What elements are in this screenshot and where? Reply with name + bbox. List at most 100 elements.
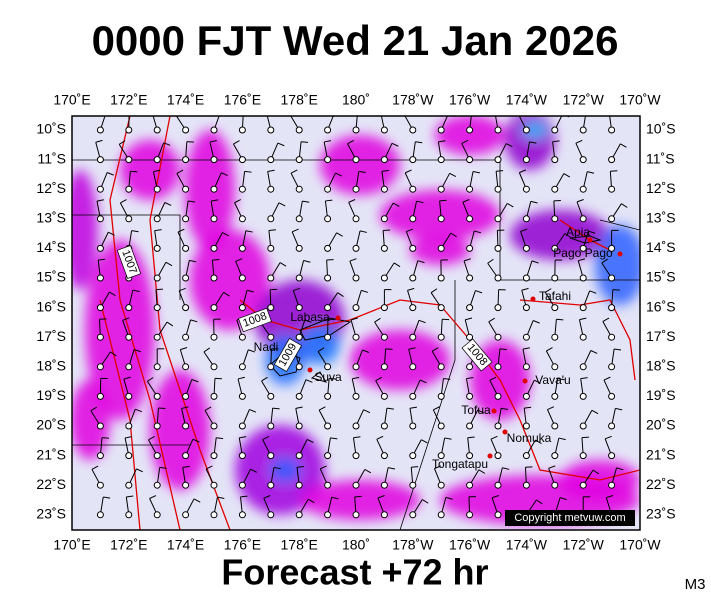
barb-flag bbox=[489, 376, 497, 381]
barb-flag bbox=[136, 468, 143, 473]
barb-flag bbox=[472, 171, 481, 174]
barb-flag bbox=[180, 347, 188, 351]
barb-station bbox=[96, 244, 104, 252]
rain-area bbox=[85, 240, 155, 420]
barb-flag bbox=[535, 439, 542, 444]
barb-station bbox=[238, 333, 246, 341]
place-marker bbox=[307, 367, 313, 373]
barb-flag bbox=[419, 379, 427, 384]
barb-station bbox=[324, 126, 332, 134]
barb-station bbox=[125, 481, 133, 489]
barb-flag bbox=[557, 378, 565, 381]
barb-flag bbox=[279, 262, 287, 267]
barb-station bbox=[153, 156, 161, 164]
barb-flag bbox=[404, 169, 412, 174]
barb-flag bbox=[602, 317, 610, 322]
lon-label-top: 174˚W bbox=[506, 92, 548, 108]
barb-flag bbox=[295, 406, 303, 409]
barb-flag bbox=[266, 111, 273, 113]
barb-flag bbox=[505, 143, 513, 148]
barb-station bbox=[466, 244, 474, 252]
barb-station bbox=[409, 452, 417, 460]
place-label: Apia bbox=[566, 225, 590, 239]
coastline bbox=[310, 371, 328, 383]
barb-station bbox=[579, 363, 587, 371]
barb-station bbox=[295, 304, 303, 312]
barb-station bbox=[324, 304, 332, 312]
forecast-label: Forecast +72 hr bbox=[221, 552, 488, 593]
barb-station bbox=[182, 481, 190, 489]
barb-flag bbox=[291, 228, 299, 233]
lon-label-bottom: 174˚E bbox=[167, 537, 204, 553]
barb-flag bbox=[216, 437, 224, 440]
barb-flag bbox=[579, 317, 587, 321]
barb-flag bbox=[331, 496, 339, 500]
barb-station bbox=[409, 481, 417, 489]
place-marker bbox=[335, 315, 341, 321]
barb-station bbox=[522, 452, 530, 460]
barb-flag bbox=[293, 287, 301, 292]
barb-flag bbox=[404, 111, 410, 114]
barb-flag bbox=[103, 496, 111, 499]
barb-station bbox=[466, 452, 474, 460]
lat-label-right: 19˚S bbox=[646, 387, 676, 403]
barb-station bbox=[551, 422, 559, 430]
barb-flag bbox=[530, 200, 538, 204]
barb-flag bbox=[547, 406, 555, 411]
barb-station bbox=[210, 392, 218, 400]
lon-label-bottom: 180˚ bbox=[342, 537, 370, 553]
barb-station bbox=[551, 274, 559, 282]
barb-flag bbox=[304, 319, 312, 323]
map-frame bbox=[71, 115, 641, 531]
barb-station bbox=[96, 363, 104, 371]
barb-station bbox=[125, 333, 133, 341]
barb-station bbox=[466, 422, 474, 430]
barb-station bbox=[210, 215, 218, 223]
barb-flag bbox=[430, 288, 438, 294]
barb-station bbox=[295, 481, 303, 489]
barb-station bbox=[96, 274, 104, 282]
barb-flag bbox=[358, 112, 365, 113]
lat-label-right: 22˚S bbox=[646, 476, 676, 492]
barb-station bbox=[324, 511, 332, 519]
barb-station bbox=[466, 215, 474, 223]
barb-station bbox=[96, 422, 104, 430]
barb-flag bbox=[463, 258, 471, 262]
barb-flag bbox=[522, 347, 530, 350]
barb-flag bbox=[434, 465, 442, 469]
barb-station bbox=[182, 274, 190, 282]
barb-station bbox=[494, 392, 502, 400]
barb-flag bbox=[317, 347, 325, 352]
barb-flag bbox=[98, 258, 106, 261]
barb-station bbox=[125, 363, 133, 371]
barb-flag bbox=[604, 435, 612, 440]
barb-station bbox=[182, 126, 190, 134]
barb-station bbox=[551, 452, 559, 460]
barb-flag bbox=[450, 232, 457, 238]
barb-flag bbox=[544, 288, 552, 293]
barb-station bbox=[125, 156, 133, 164]
barb-flag bbox=[363, 409, 371, 414]
barb-station bbox=[295, 452, 303, 460]
barb-flag bbox=[301, 141, 309, 143]
barb-station bbox=[551, 304, 559, 312]
barb-station bbox=[579, 422, 587, 430]
barb-station bbox=[182, 392, 190, 400]
boundary-line bbox=[72, 214, 181, 300]
rain-area bbox=[72, 170, 98, 290]
barb-station bbox=[96, 481, 104, 489]
lat-label-right: 23˚S bbox=[646, 506, 676, 522]
barb-station bbox=[579, 244, 587, 252]
barb-station bbox=[267, 185, 275, 193]
barb-flag bbox=[348, 199, 356, 203]
barb-flag bbox=[335, 172, 343, 177]
barb-station bbox=[295, 274, 303, 282]
lon-label-bottom: 170˚E bbox=[53, 537, 90, 553]
barb-station bbox=[295, 392, 303, 400]
barb-flag bbox=[407, 287, 415, 291]
barb-flag bbox=[438, 140, 446, 143]
isobar bbox=[109, 116, 181, 530]
barb-station bbox=[267, 452, 275, 460]
lon-label-top: 180˚ bbox=[342, 92, 370, 108]
barb-flag bbox=[101, 437, 109, 439]
